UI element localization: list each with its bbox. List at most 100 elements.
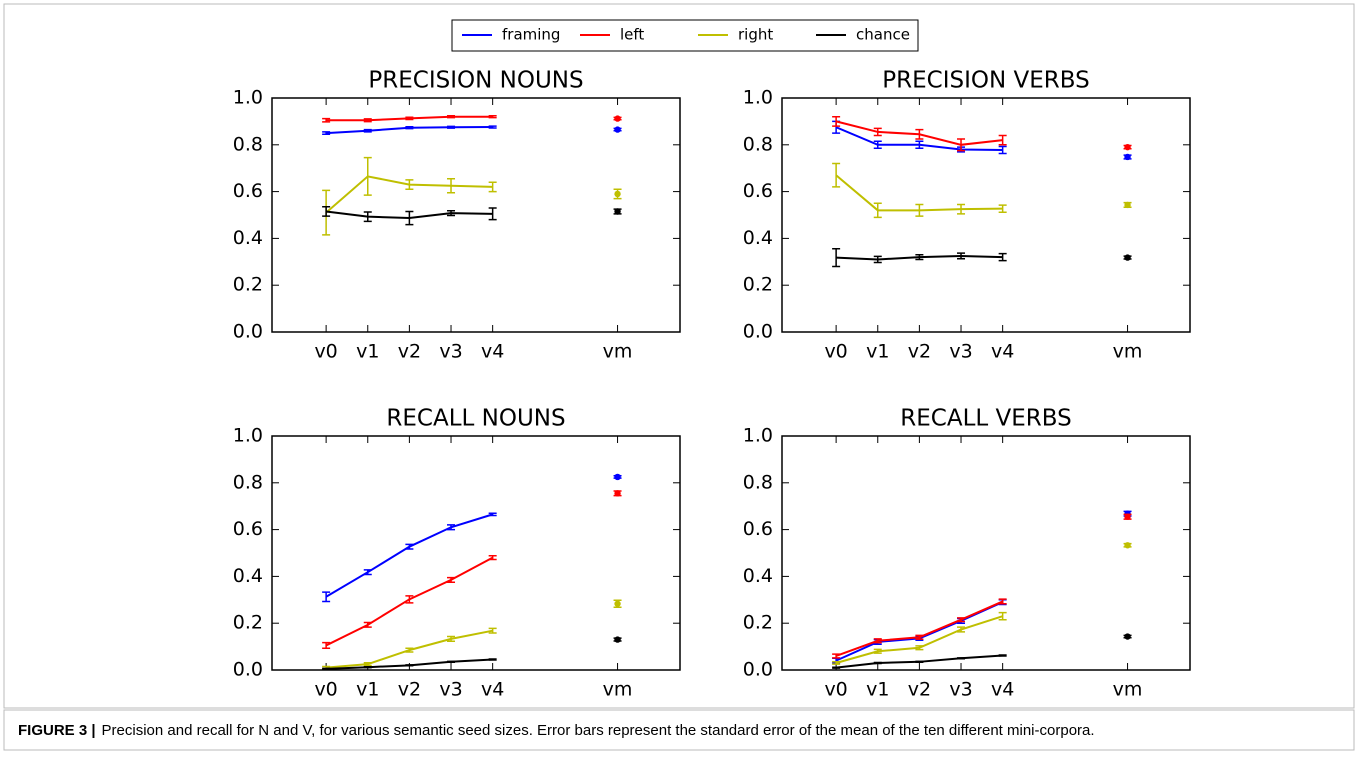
x-tick-label: v4 <box>991 679 1014 701</box>
x-tick-label: v2 <box>908 341 931 363</box>
error-bar <box>405 210 414 226</box>
vm-point <box>614 126 621 133</box>
x-tick-label: v0 <box>824 341 847 363</box>
axes-frame <box>271 97 681 333</box>
y-tick-label: 0.0 <box>743 321 773 343</box>
error-bar <box>405 647 414 653</box>
axes-frame <box>781 97 1191 333</box>
error-bar <box>915 128 924 140</box>
y-tick-label: 0.6 <box>743 518 773 540</box>
error-bar <box>322 117 331 123</box>
y-tick-label: 0.8 <box>233 133 263 155</box>
error-bar <box>832 247 841 268</box>
error-bar <box>405 595 414 604</box>
x-tick-label: v1 <box>356 679 379 701</box>
vm-point <box>1124 201 1131 209</box>
error-bar <box>488 207 497 221</box>
y-tick-label: 0.0 <box>233 321 263 343</box>
y-tick-label: 0.2 <box>233 612 263 634</box>
error-bar <box>915 203 924 217</box>
error-bar <box>873 661 882 665</box>
y-tick-label: 0.4 <box>743 227 773 249</box>
x-tick-label: v4 <box>481 341 504 363</box>
error-bar <box>447 125 456 129</box>
y-tick-label: 0.6 <box>233 180 263 202</box>
error-bar <box>915 254 924 261</box>
y-tick-label: 0.4 <box>233 227 263 249</box>
vm-point <box>1124 513 1131 520</box>
vm-point <box>1124 633 1131 640</box>
error-bar <box>998 654 1007 657</box>
error-bar <box>363 621 372 628</box>
error-bar <box>405 116 414 121</box>
x-tick-label: v1 <box>866 679 889 701</box>
vm-point <box>614 490 621 497</box>
x-tick-label: v0 <box>824 679 847 701</box>
error-bar <box>915 660 924 664</box>
error-bar <box>873 638 882 644</box>
x-tick-label: v2 <box>398 679 421 701</box>
y-tick-label: 0.4 <box>743 565 773 587</box>
x-tick-label: vm <box>603 341 633 363</box>
axes-frame <box>781 435 1191 671</box>
x-tick-label: vm <box>603 679 633 701</box>
y-tick-label: 0.2 <box>743 612 773 634</box>
axes-frame <box>271 435 681 671</box>
error-bar <box>363 665 372 669</box>
vm-point <box>614 636 621 643</box>
legend-label: right <box>738 26 773 44</box>
series-line <box>835 601 1004 662</box>
error-bar <box>322 667 331 671</box>
error-bar <box>488 181 497 193</box>
error-bar <box>998 134 1007 146</box>
caption-text: Precision and recall for N and V, for va… <box>102 722 1095 739</box>
error-bar <box>363 211 372 223</box>
error-bar <box>363 661 372 667</box>
error-bar <box>488 555 497 561</box>
x-tick-label: v3 <box>439 679 462 701</box>
legend-label: framing <box>502 26 560 44</box>
error-bar <box>915 634 924 640</box>
error-bar <box>322 206 331 217</box>
error-bar <box>488 658 497 661</box>
vm-point <box>1124 153 1131 161</box>
error-bar <box>447 177 456 194</box>
vm-point <box>614 190 621 198</box>
x-tick-label: v2 <box>398 341 421 363</box>
error-bar <box>873 127 882 137</box>
y-tick-label: 1.0 <box>233 87 263 109</box>
y-tick-label: 0.0 <box>233 659 263 681</box>
error-bar <box>363 569 372 576</box>
x-tick-label: v0 <box>314 341 337 363</box>
series-line <box>325 513 493 598</box>
y-tick-label: 0.8 <box>233 471 263 493</box>
y-tick-label: 0.6 <box>743 180 773 202</box>
error-bar <box>447 635 456 642</box>
error-bar <box>322 591 331 603</box>
error-bar <box>957 252 966 260</box>
chart-title: PRECISION NOUNS <box>368 68 583 94</box>
error-bar <box>873 255 882 264</box>
error-bar <box>405 664 414 667</box>
y-tick-label: 1.0 <box>233 425 263 447</box>
error-bar <box>447 524 456 531</box>
error-bar <box>957 138 966 152</box>
error-bar <box>447 115 456 119</box>
chart-title: RECALL NOUNS <box>386 406 565 432</box>
legend-label: left <box>620 26 644 44</box>
error-bar <box>447 210 456 217</box>
error-bar <box>873 202 882 219</box>
x-tick-label: v4 <box>481 679 504 701</box>
y-tick-label: 0.6 <box>233 518 263 540</box>
error-bar <box>915 140 924 150</box>
x-tick-label: v2 <box>908 679 931 701</box>
x-tick-label: v1 <box>356 341 379 363</box>
error-bar <box>832 162 841 188</box>
error-bar <box>957 626 966 633</box>
error-bar <box>998 598 1007 605</box>
vm-point <box>614 473 621 481</box>
y-tick-label: 1.0 <box>743 425 773 447</box>
error-bar <box>998 204 1007 213</box>
x-tick-label: v1 <box>866 341 889 363</box>
